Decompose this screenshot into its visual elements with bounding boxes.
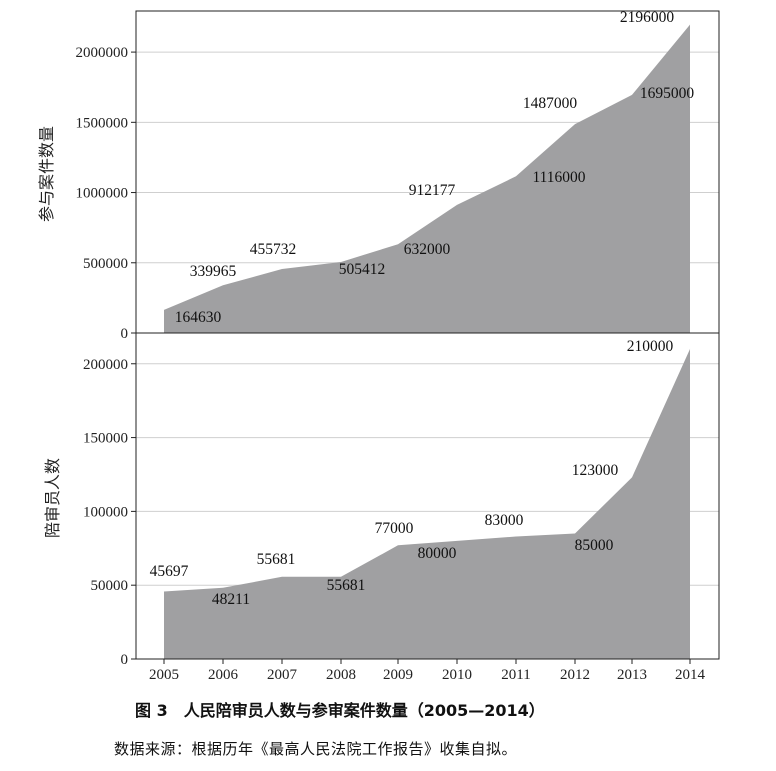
- y-axis-title: 陪审员人数: [43, 458, 62, 538]
- y-tick-label: 100000: [83, 504, 128, 520]
- plot-frame: [135, 332, 720, 660]
- data-label: 80000: [418, 545, 457, 562]
- panel-cases: 0 500000 1000000 1500000 2000000 164630 339965…: [37, 9, 720, 342]
- y-tick-label: 0: [121, 326, 129, 342]
- data-label: 123000: [572, 462, 619, 479]
- y-tick-label: 200000: [83, 357, 128, 373]
- y-tick-label: 50000: [91, 578, 129, 594]
- x-tick-label: 2009: [383, 667, 413, 683]
- x-tick-label: 2005: [149, 667, 179, 683]
- y-tick-label: 2000000: [76, 45, 129, 61]
- data-label: 632000: [404, 241, 451, 258]
- y-tick-label: 1500000: [76, 115, 129, 131]
- data-label: 55681: [257, 551, 296, 568]
- data-label: 339965: [190, 263, 237, 280]
- y-tick-label: 0: [121, 652, 129, 668]
- x-tick-label: 2008: [326, 667, 356, 683]
- data-label: 48211: [212, 591, 250, 608]
- x-tick-label: 2013: [617, 667, 647, 683]
- x-tick-label: 2006: [208, 667, 239, 683]
- chart: 0500000100000015000002000000164630339965…: [37, 9, 720, 683]
- x-tick-label: 2012: [560, 667, 590, 683]
- data-label: 2196000: [620, 9, 675, 26]
- figure-number: 图 3: [135, 701, 168, 720]
- data-label: 77000: [375, 520, 414, 537]
- area-series: [164, 24, 690, 333]
- data-source: 数据来源：根据历年《最高人民法院工作报告》收集自拟。: [114, 740, 518, 758]
- data-label: 1487000: [523, 95, 578, 112]
- x-axis: 2005 2006 2007 2008 2009 2010 2011 2012 2013 2014: [149, 659, 706, 683]
- y-tick-label: 1000000: [76, 186, 129, 202]
- data-label: 210000: [627, 338, 674, 355]
- data-label: 1116000: [532, 169, 585, 186]
- y-tick-label: 150000: [83, 431, 128, 447]
- y-axis-title: 参与案件数量: [37, 126, 56, 222]
- data-label: 45697: [150, 563, 189, 580]
- data-label: 1695000: [640, 85, 695, 102]
- data-label: 505412: [339, 261, 386, 278]
- area-series: [164, 349, 690, 659]
- x-tick-label: 2011: [501, 667, 530, 683]
- data-label: 164630: [175, 309, 222, 326]
- data-label: 85000: [575, 537, 614, 554]
- x-tick-label: 2010: [442, 667, 472, 683]
- data-label: 83000: [485, 512, 524, 529]
- panel-assessors: 0 50000 100000 150000 200000 45697 48211 55681 5…: [43, 332, 720, 668]
- figure-caption: 图 3 人民陪审员人数与参审案件数量（2005—2014）: [135, 697, 545, 721]
- data-label: 55681: [327, 577, 366, 594]
- x-tick-label: 2014: [675, 667, 706, 683]
- figure-title: 人民陪审员人数与参审案件数量（2005—2014）: [183, 701, 545, 720]
- y-tick-label: 500000: [83, 256, 128, 272]
- data-label: 455732: [250, 241, 297, 258]
- x-tick-label: 2007: [267, 667, 298, 683]
- data-label: 912177: [409, 182, 456, 199]
